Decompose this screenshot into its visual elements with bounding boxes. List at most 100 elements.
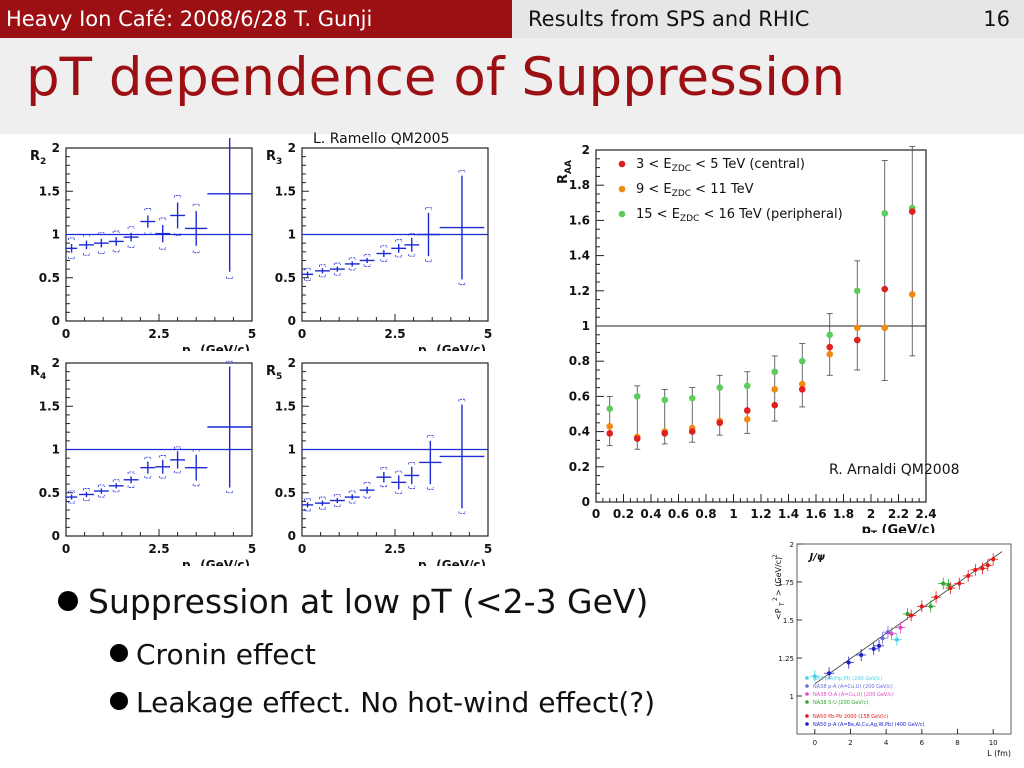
header-center: Results from SPS and RHIC	[528, 7, 810, 31]
x-tick-label: 10	[989, 739, 998, 747]
systematic-bracket	[112, 249, 120, 253]
bullet-1: Suppression at low pT (<2-3 GeV)	[58, 582, 648, 621]
systematic-bracket	[226, 276, 234, 280]
data-point-mid	[743, 415, 751, 423]
data-point-peripheral	[716, 384, 724, 391]
x-tick-label: 0	[298, 327, 306, 341]
y-tick-label: 0.2	[569, 460, 590, 474]
y-tick-label: 1.4	[569, 249, 590, 263]
y-tick-label: 0.5	[39, 486, 60, 500]
data-point	[155, 455, 171, 479]
data-point-peripheral	[798, 357, 806, 365]
data-point	[934, 595, 939, 600]
data-point	[315, 264, 330, 278]
data-point-central	[743, 407, 751, 414]
chart-r3: 0 0.5 1 1.5 2 0 2.5 5 R3 pT (GeV/c)	[266, 141, 492, 351]
data-point	[79, 234, 94, 256]
y-axis-label-sup: 2	[772, 597, 779, 601]
x-tick-label: 0	[592, 507, 600, 521]
x-tick-label: 4	[884, 739, 889, 747]
header-left: Heavy Ion Café: 2008/6/28 T. Gunji	[0, 0, 512, 38]
x-tick-label: 0	[298, 542, 306, 556]
systematic-bracket	[380, 467, 388, 470]
data-point	[140, 208, 156, 235]
y-tick-label: 1.5	[275, 399, 296, 413]
y-tick-label: 1	[790, 693, 794, 701]
systematic-bracket	[174, 195, 181, 198]
x-tick-label: 2.2	[888, 507, 909, 521]
y-axis-label: R4	[30, 364, 46, 382]
y-tick-label: 2	[52, 356, 60, 370]
y-axis-label: R2	[30, 149, 46, 167]
x-axis-label: pT (GeV/c)	[182, 343, 250, 351]
data-point-central	[826, 343, 834, 351]
data-point	[185, 449, 208, 487]
y-tick-label: 1.8	[569, 178, 590, 192]
data-point	[980, 566, 985, 571]
systematic-bracket	[363, 481, 371, 485]
y-tick-label: 1.5	[783, 617, 794, 625]
data-point	[419, 435, 442, 490]
y-tick-label: 0.6	[569, 389, 590, 403]
y-tick-label: 1.6	[569, 213, 590, 227]
systematic-bracket	[112, 479, 120, 482]
y-tick-label: 0	[52, 314, 60, 328]
data-point	[439, 398, 485, 514]
data-point-central	[688, 428, 696, 435]
data-point	[846, 660, 851, 665]
legend-marker	[805, 722, 809, 726]
data-point	[885, 630, 890, 635]
systematic-bracket	[159, 455, 167, 458]
x-tick-label: 2.5	[148, 327, 169, 341]
y-tick-label: 1	[52, 228, 60, 242]
systematic-bracket	[348, 257, 356, 260]
legend-entry: NA38 O-A (A=Cu,U) (200 GeV/c)	[813, 692, 894, 698]
data-point	[985, 563, 990, 568]
data-point	[315, 496, 330, 510]
systematic-bracket	[127, 485, 135, 488]
systematic-bracket	[174, 446, 181, 449]
legend-entry: NA3 p-A(Hp,Pt) (200 GeV/c)	[813, 676, 882, 682]
data-point-peripheral	[661, 396, 669, 404]
y-tick-label: 2	[790, 541, 794, 549]
y-axis-label-unit-sup: 2	[772, 554, 779, 558]
legend-marker	[805, 692, 809, 696]
header-right: Results from SPS and RHIC 16	[512, 0, 1024, 38]
data-point-mid	[606, 423, 614, 430]
legend-marker	[805, 684, 809, 688]
x-axis-label: pT (GeV/c)	[418, 343, 486, 351]
systematic-bracket	[304, 498, 311, 501]
data-point	[889, 631, 894, 636]
data-point-mid	[798, 380, 806, 388]
data-point	[928, 604, 933, 609]
systematic-bracket	[127, 245, 135, 248]
data-point-central	[661, 430, 669, 437]
data-point-central	[798, 386, 806, 393]
legend-entry: 3 < EZDC < 5 TeV (central)	[636, 157, 805, 174]
bullet-dot	[110, 692, 128, 710]
data-point	[941, 581, 946, 586]
systematic-bracket	[333, 494, 341, 497]
y-tick-label: 2	[52, 141, 60, 155]
legend-entry: 15 < EZDC < 16 TeV (peripheral)	[636, 207, 843, 224]
systematic-bracket	[68, 256, 75, 260]
data-point	[391, 239, 407, 258]
data-point-central	[881, 285, 889, 293]
data-point-peripheral	[688, 394, 696, 402]
systematic-bracket	[304, 278, 311, 281]
y-tick-label: 1.5	[39, 399, 60, 413]
systematic-bracket	[348, 501, 356, 504]
y-tick-label: 0.8	[569, 354, 590, 368]
caption-arnaldi: R. Arnaldi QM2008	[829, 462, 960, 478]
systematic-bracket	[458, 170, 466, 173]
chart-r4: 0 0.5 1 1.5 2 0 2.5 5 R4 pT (GeV/c)	[30, 356, 256, 566]
x-axis-label: pT (GeV/c)	[182, 558, 250, 566]
x-tick-label: 8	[955, 739, 959, 747]
data-point	[439, 170, 485, 286]
data-point	[185, 203, 208, 254]
y-tick-label: 1	[288, 443, 296, 457]
data-point-central	[853, 336, 861, 344]
data-point	[93, 484, 109, 498]
data-point-central	[606, 430, 614, 437]
data-point	[359, 253, 375, 267]
